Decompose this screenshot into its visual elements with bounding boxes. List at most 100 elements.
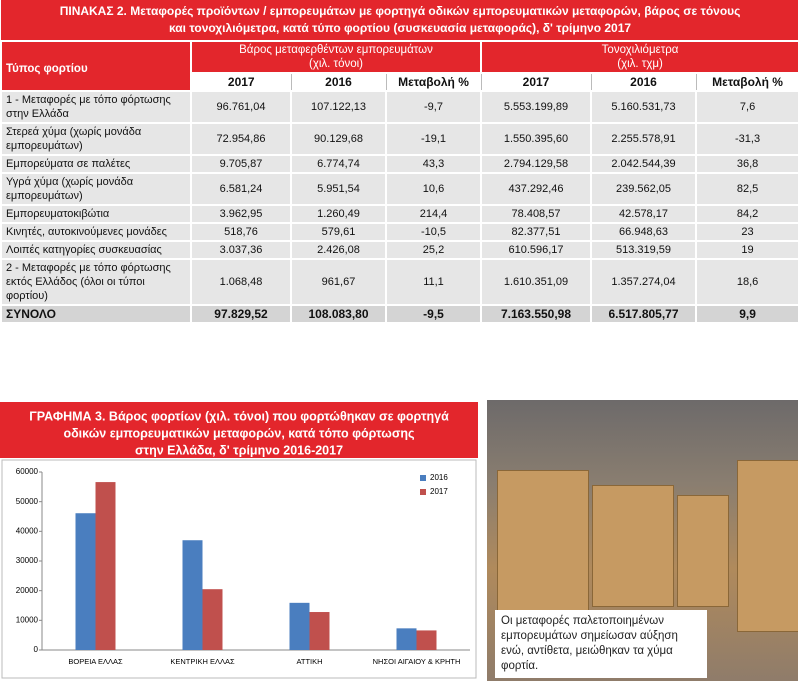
cell: 2.426,08 bbox=[290, 240, 387, 260]
title-line: και τονοχιλιόμετρα, κατά τύπο φορτίου (σ… bbox=[169, 21, 632, 35]
data-row: Λοιπές κατηγορίες συσκευασίας 3.037,36 2.4… bbox=[0, 240, 798, 260]
cell: 9.705,87 bbox=[190, 154, 292, 174]
cell: 239.562,05 bbox=[590, 172, 697, 206]
bar bbox=[289, 602, 310, 650]
y-tick-label: 40000 bbox=[16, 526, 39, 535]
y-tick-label: 30000 bbox=[16, 556, 39, 565]
pallet bbox=[592, 485, 674, 607]
data-row: ΣΥΝΟΛΟ 97.829,52 108.083,80 -9,5 7.163.550,9… bbox=[0, 304, 798, 324]
cell: 43,3 bbox=[385, 154, 482, 174]
cell: 2.255.578,91 bbox=[590, 122, 697, 156]
group-line: Βάρος μεταφερθέντων εμπορευμάτων bbox=[239, 44, 433, 56]
bar bbox=[202, 589, 223, 650]
subheader: 2016 bbox=[590, 72, 697, 92]
cell: 1.550.395,60 bbox=[480, 122, 592, 156]
y-tick-label: 20000 bbox=[16, 586, 39, 595]
bar bbox=[416, 630, 437, 650]
cell: 18,6 bbox=[694, 258, 798, 306]
bar bbox=[75, 513, 96, 650]
cell: 1.260,49 bbox=[290, 204, 387, 224]
cell: 1.610.351,09 bbox=[480, 258, 592, 306]
chart-title: ΓΡΑΦΗΜΑ 3. Βάρος φορτίων (χιλ. τόνοι) πο… bbox=[29, 409, 449, 423]
x-tick-label: ΑΤΤΙΚΗ bbox=[296, 657, 322, 666]
legend-swatch bbox=[420, 475, 426, 481]
x-tick-label: ΝΗΣΟΙ ΑΙΓΑΙΟΥ & ΚΡΗΤΗ bbox=[373, 657, 461, 666]
cell: 25,2 bbox=[385, 240, 482, 260]
group-row: Τύπος φορτίου Βάρος μεταφερθέντων εμπορευ… bbox=[0, 40, 798, 92]
cell: 108.083,80 bbox=[290, 304, 387, 324]
cell: 2.042.544,39 bbox=[590, 154, 697, 174]
first-header: Τύπος φορτίου bbox=[0, 40, 192, 92]
group-header: Τονοχιλιόμετρα (χιλ. τχμ) bbox=[479, 40, 798, 74]
cell: 214,4 bbox=[385, 204, 482, 224]
bar bbox=[182, 540, 203, 650]
x-tick-label: ΒΟΡΕΙΑ ΕΛΛΑΣ bbox=[68, 657, 123, 666]
title-row: ΠΙΝΑΚΑΣ 2. Μεταφορές προϊόντων / εμπορευ… bbox=[1, 0, 798, 41]
chart: ΓΡΑΦΗΜΑ 3. Βάρος φορτίων (χιλ. τόνοι) πο… bbox=[0, 402, 478, 679]
photo: Οι μεταφορές παλετοποιημένων εμπορευμάτω… bbox=[487, 400, 798, 681]
subheader: 2017 bbox=[190, 72, 292, 92]
y-tick-label: 0 bbox=[34, 645, 39, 654]
cell: 6.581,24 bbox=[190, 172, 292, 206]
cell: -31,3 bbox=[694, 122, 798, 156]
row-label: Λοιπές κατηγορίες συσκευασίας bbox=[0, 240, 192, 260]
chart-title: στην Ελλάδα, δ' τρίμηνο 2016-2017 bbox=[135, 443, 343, 457]
bar bbox=[396, 628, 417, 650]
data-row: 1 - Μεταφορές με τόπο φόρτωσης στην Ελλά… bbox=[0, 90, 798, 124]
photo-caption: Οι μεταφορές παλετοποιημένων εμπορευμάτω… bbox=[495, 610, 707, 678]
row-label: 2 - Μεταφορές με τόπο φόρτωσης εκτός Ελλ… bbox=[0, 258, 192, 306]
cell: 3.962,95 bbox=[190, 204, 292, 224]
cell: 6.774,74 bbox=[290, 154, 387, 174]
y-tick-label: 60000 bbox=[16, 467, 39, 476]
cell: 2.794.129,58 bbox=[480, 154, 592, 174]
cell: 3.037,36 bbox=[190, 240, 292, 260]
row-label: Κινητές, αυτοκινούμενες μονάδες bbox=[0, 222, 192, 242]
cell: 66.948,63 bbox=[590, 222, 697, 242]
title-line: ΠΙΝΑΚΑΣ 2. Μεταφορές προϊόντων / εμπορευ… bbox=[59, 4, 741, 18]
data-row: Κινητές, αυτοκινούμενες μονάδες 518,76 579… bbox=[0, 222, 798, 242]
data-row: Υγρά χύμα (χωρίς μονάδα εμπορευμάτων) 6.5… bbox=[0, 172, 798, 206]
bar bbox=[95, 482, 116, 650]
cell: 961,67 bbox=[290, 258, 387, 306]
subheader: 2017 bbox=[480, 72, 592, 92]
cell: 1.068,48 bbox=[190, 258, 292, 306]
subheader-row: 2017 2016 Μεταβολή % 2017 2016 Μεταβολή % bbox=[1, 72, 798, 92]
cell: 6.517.805,77 bbox=[590, 304, 697, 324]
subheader: 2016 bbox=[290, 72, 387, 92]
table-body: ΠΙΝΑΚΑΣ 2. Μεταφορές προϊόντων / εμπορευ… bbox=[0, 0, 798, 324]
data-row: Εμπορευματοκιβώτια 3.962,95 1.260,49 214,4 7… bbox=[0, 204, 798, 224]
cell: 437.292,46 bbox=[480, 172, 592, 206]
cell: 82,5 bbox=[694, 172, 798, 206]
legend-swatch bbox=[420, 489, 426, 495]
row-label: Στερεά χύμα (χωρίς μονάδα εμπορευμάτων) bbox=[0, 122, 192, 156]
cell: 82.377,51 bbox=[480, 222, 592, 242]
row-label: 1 - Μεταφορές με τόπο φόρτωσης στην Ελλά… bbox=[0, 90, 192, 124]
legend-label: 2016 bbox=[430, 473, 448, 482]
title-band bbox=[0, 402, 478, 458]
cell: 11,1 bbox=[385, 258, 482, 306]
data-row: 2 - Μεταφορές με τόπο φόρτωσης εκτός Ελλ… bbox=[0, 258, 798, 306]
cell: -19,1 bbox=[385, 122, 482, 156]
group-line: (χιλ. τόνοι) bbox=[308, 58, 364, 70]
bar bbox=[309, 612, 330, 650]
cell: 42.578,17 bbox=[590, 204, 697, 224]
cell: 36,8 bbox=[694, 154, 798, 174]
cell: 97.829,52 bbox=[190, 304, 292, 324]
cell: -10,5 bbox=[385, 222, 482, 242]
group-header: Βάρος μεταφερθέντων εμπορευμάτων (χιλ. τό… bbox=[190, 40, 482, 74]
pallet bbox=[497, 470, 589, 612]
cell: 96.761,04 bbox=[190, 90, 292, 124]
legend-label: 2017 bbox=[430, 487, 448, 496]
group-line: Τονοχιλιόμετρα bbox=[601, 44, 679, 56]
group-line: (χιλ. τχμ) bbox=[617, 58, 663, 70]
data-table: ΠΙΝΑΚΑΣ 2. Μεταφορές προϊόντων / εμπορευ… bbox=[0, 0, 798, 324]
y-tick-label: 10000 bbox=[16, 615, 39, 624]
row-label: Υγρά χύμα (χωρίς μονάδα εμπορευμάτων) bbox=[0, 172, 192, 206]
subheader: Μεταβολή % bbox=[385, 72, 482, 92]
table-title: ΠΙΝΑΚΑΣ 2. Μεταφορές προϊόντων / εμπορευ… bbox=[1, 0, 798, 41]
row-label: ΣΥΝΟΛΟ bbox=[0, 304, 192, 324]
cell: 19 bbox=[694, 240, 798, 260]
cell: 7.163.550,98 bbox=[480, 304, 592, 324]
cell: 78.408,57 bbox=[480, 204, 592, 224]
